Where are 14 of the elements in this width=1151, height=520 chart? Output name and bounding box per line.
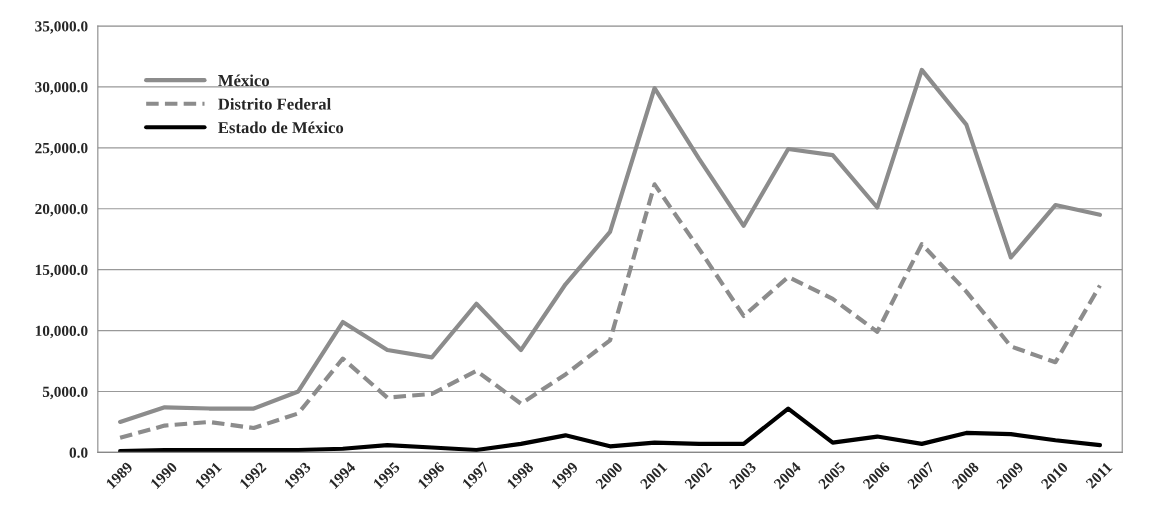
y-tick-label: 25,000.0 xyxy=(35,142,88,156)
legend-label: Distrito Federal xyxy=(218,97,331,110)
y-tick-label: 35,000.0 xyxy=(35,21,88,34)
legend-label: México xyxy=(218,74,270,87)
y-tick-label: 0.0 xyxy=(69,447,88,458)
y-tick-label: 30,000.0 xyxy=(35,82,88,95)
legend-label: Estado de México xyxy=(218,121,344,134)
line-series xyxy=(118,182,1103,440)
line-series xyxy=(118,67,1103,425)
y-tick-label: 5,000.0 xyxy=(42,386,88,400)
line-series xyxy=(118,406,1103,453)
y-tick-label: 20,000.0 xyxy=(35,203,88,217)
y-tick-label: 10,000.0 xyxy=(35,325,88,339)
y-tick-label: 15,000.0 xyxy=(35,264,88,278)
